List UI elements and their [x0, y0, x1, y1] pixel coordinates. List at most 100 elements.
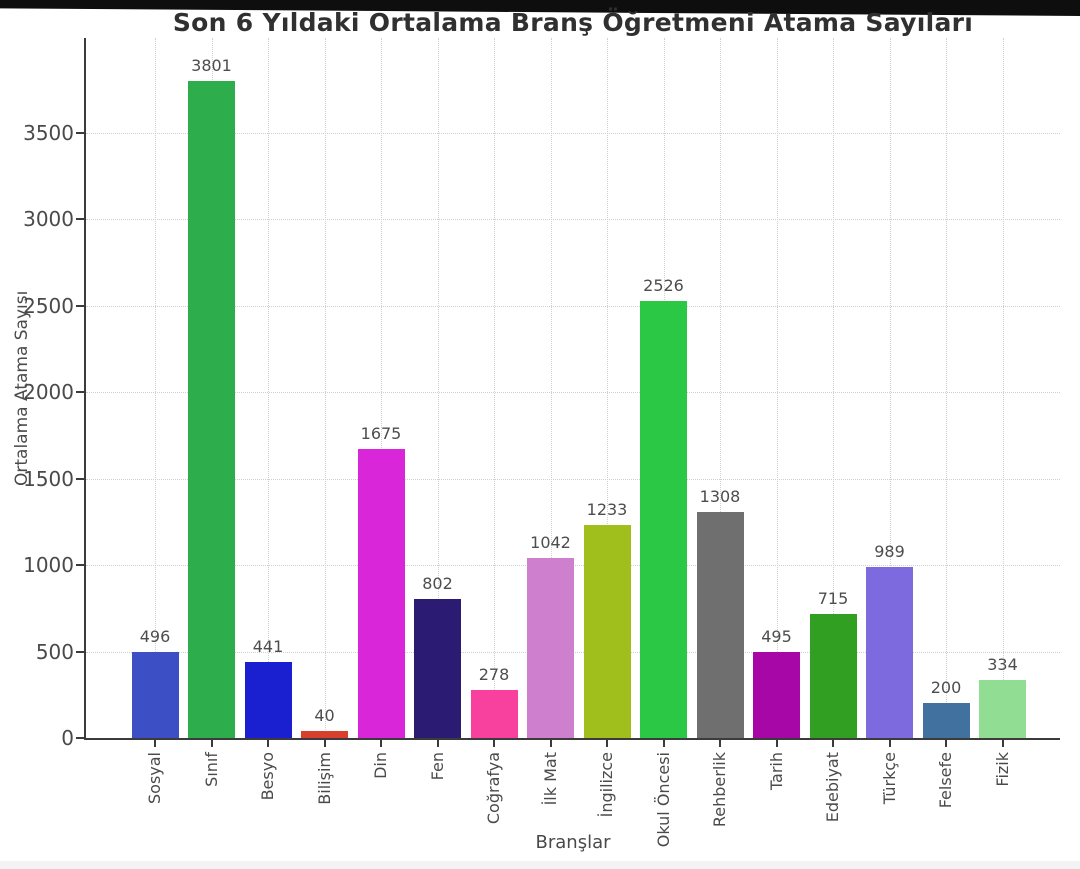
bar	[527, 557, 574, 738]
x-category-label: İlk Mat	[540, 752, 560, 806]
grid-line-vertical	[437, 38, 439, 738]
bar	[301, 731, 348, 738]
bar-value-label: 40	[314, 706, 335, 726]
bar-value-label: 802	[422, 574, 453, 594]
bar	[414, 599, 461, 738]
x-category-label: Sosyal	[145, 752, 164, 804]
x-tick-mark	[436, 740, 439, 747]
x-category-label: Din	[371, 752, 390, 779]
bar-value-label: 1308	[699, 486, 741, 506]
grid-line-vertical	[1002, 38, 1004, 738]
y-tick-label: 2500	[23, 293, 74, 318]
y-tick-mark	[76, 737, 84, 739]
chart-title: Son 6 Yıldaki Ortalama Branş Öğretmeni A…	[172, 8, 974, 37]
x-category-label: Besyo	[258, 752, 277, 801]
x-category-label: İngilizce	[597, 752, 616, 818]
y-tick-mark	[76, 650, 84, 653]
grid-line-vertical	[946, 38, 947, 738]
bar	[922, 703, 970, 738]
y-tick-label: 1500	[23, 466, 74, 491]
grid-line-vertical	[550, 38, 552, 738]
bar	[244, 661, 292, 738]
bar-value-label: 278	[478, 664, 510, 684]
grid-line-horizontal	[86, 305, 1060, 307]
bar	[753, 652, 800, 738]
y-tick-label: 0	[61, 726, 74, 750]
x-tick-mark	[267, 740, 269, 747]
grid-line-horizontal	[86, 392, 1060, 394]
bar-value-label: 2526	[643, 276, 684, 296]
y-tick-label: 2000	[23, 380, 74, 405]
bar	[866, 567, 913, 738]
x-tick-mark	[662, 740, 665, 747]
y-tick-label: 3000	[23, 207, 74, 232]
grid-line-vertical	[155, 38, 156, 738]
bar-value-label: 715	[817, 589, 849, 609]
grid-line-vertical	[494, 38, 495, 738]
y-tick-mark	[76, 564, 84, 567]
bar	[357, 448, 405, 738]
grid-line-horizontal	[86, 219, 1060, 221]
bar	[640, 301, 687, 738]
x-tick-mark	[210, 740, 213, 747]
x-tick-mark	[606, 740, 608, 747]
bar-value-label: 1675	[360, 423, 402, 443]
x-category-label: Sınıf	[201, 752, 221, 787]
bar-value-label: 495	[761, 627, 792, 647]
x-category-label: Fen	[427, 752, 447, 781]
y-tick-label: 500	[35, 639, 74, 664]
x-tick-mark	[719, 740, 721, 747]
x-tick-mark	[380, 740, 382, 747]
bar-value-label: 334	[987, 655, 1018, 675]
bar-value-label: 1233	[586, 499, 628, 519]
y-tick-mark	[76, 477, 84, 480]
x-category-label: Felsefe	[936, 752, 955, 809]
bar-value-label: 496	[139, 627, 171, 647]
grid-line-vertical	[607, 38, 608, 738]
x-category-label: Türkçe	[879, 752, 899, 805]
bar	[979, 680, 1026, 738]
grid-line-vertical	[381, 38, 382, 738]
y-tick-mark	[76, 218, 84, 221]
grid-line-vertical	[833, 38, 834, 738]
grid-line-vertical	[268, 38, 269, 738]
y-tick-mark	[76, 391, 84, 394]
grid-line-horizontal	[86, 478, 1060, 480]
grid-line-vertical	[889, 38, 891, 738]
grid-line-vertical	[324, 38, 326, 738]
y-tick-mark	[76, 132, 84, 135]
x-category-label: Fizik	[992, 752, 1012, 787]
x-tick-mark	[888, 740, 891, 747]
bar	[131, 652, 179, 738]
x-axis-label: Branşlar	[535, 832, 611, 853]
bar-value-label: 200	[930, 678, 962, 698]
grid-line-vertical	[776, 38, 778, 738]
x-tick-mark	[1001, 740, 1004, 747]
x-tick-mark	[549, 740, 552, 747]
grid-line-vertical	[720, 38, 721, 738]
x-tick-mark	[154, 740, 156, 747]
x-category-label: Rehberlik	[710, 752, 729, 828]
x-category-label: Coğrafya	[484, 752, 503, 825]
x-category-label: Bilişim	[314, 752, 334, 805]
bar-value-label: 989	[874, 542, 905, 562]
screen-bottom-edge	[0, 861, 1080, 869]
x-tick-mark	[775, 740, 778, 747]
x-tick-mark	[493, 740, 495, 747]
grid-line-horizontal	[86, 133, 1060, 135]
x-tick-mark	[945, 740, 947, 747]
x-tick-mark	[323, 740, 326, 747]
bar-value-label: 441	[252, 636, 284, 656]
bar	[188, 81, 235, 738]
bar	[809, 614, 857, 738]
y-tick-mark	[76, 304, 84, 307]
bar-value-label: 3801	[191, 56, 232, 76]
y-tick-label: 3500	[23, 121, 74, 146]
bar	[696, 511, 744, 738]
bar	[470, 689, 518, 738]
y-tick-label: 1000	[23, 553, 74, 578]
x-category-label: Edebiyat	[823, 752, 842, 823]
bar-value-label: 1042	[530, 532, 571, 552]
